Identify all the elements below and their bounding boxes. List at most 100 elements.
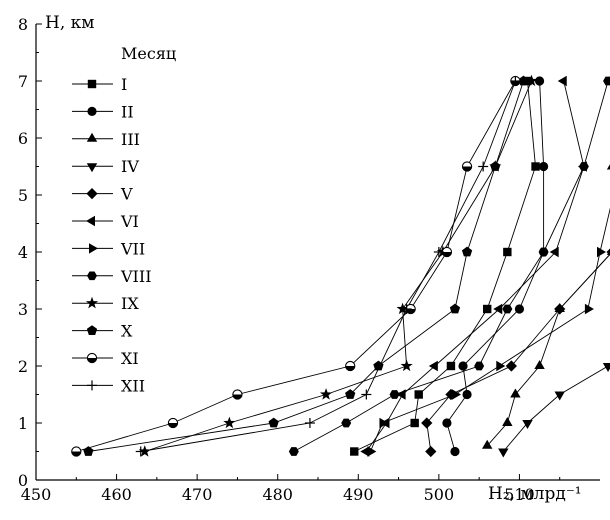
point-XI-2 [232, 389, 243, 400]
point-I-3 [446, 361, 456, 371]
y-tick-label: 6 [18, 129, 28, 148]
legend-marker-VII [89, 243, 98, 254]
point-I-1 [410, 418, 419, 428]
x-axis-label: H₂, млрд⁻¹ [488, 484, 582, 504]
point-IX-0 [138, 445, 151, 457]
point-VI-4 [493, 303, 503, 315]
legend-label-I: I [121, 75, 127, 94]
point-IX-2 [319, 388, 333, 400]
legend-marker-III [86, 132, 98, 142]
legend-label-II: II [121, 102, 134, 121]
point-VII-1 [379, 417, 389, 429]
point-IX-4 [396, 302, 409, 315]
legend-item-VI: VI [72, 212, 139, 231]
legend-label-XI: XI [121, 349, 139, 368]
legend-item-I: I [72, 75, 127, 94]
y-tick-label: 7 [18, 72, 28, 91]
point-VII-0 [367, 446, 377, 457]
legend-label-IV: IV [121, 157, 139, 176]
y-tick-label: 0 [18, 471, 28, 490]
point-X-1 [268, 417, 279, 428]
legend-item-VIII: VIII [72, 267, 152, 286]
series-line-VI [365, 80, 585, 452]
series-line-IX [144, 80, 532, 452]
point-II-1 [442, 418, 452, 428]
x-tick-label: 510 [504, 485, 535, 504]
point-V-5 [606, 248, 610, 256]
point-XII-2 [361, 389, 372, 400]
point-XI-6 [461, 161, 473, 172]
point-VI-5 [549, 246, 559, 258]
series-line-XI [76, 80, 516, 452]
series-line-II [446, 80, 545, 452]
legend-item-VII: VII [72, 239, 145, 258]
y-axis-label: H, км [45, 13, 94, 33]
legend-label-VI: VI [120, 212, 139, 231]
point-V-4 [554, 303, 566, 315]
point-XII-5 [478, 161, 489, 172]
legend-item-X: X [72, 322, 133, 341]
point-V-3 [505, 360, 517, 372]
legend-item-IX: IX [72, 294, 139, 313]
point-I-6 [531, 162, 540, 171]
point-VIII-3 [474, 361, 485, 371]
point-VIII-2 [389, 390, 400, 399]
x-tick-label: 480 [262, 485, 293, 504]
series-line-V [426, 253, 610, 452]
point-XII-1 [304, 418, 315, 428]
legend-marker-IV [86, 163, 98, 173]
point-VI-7 [557, 75, 567, 87]
x-tick-label: 460 [101, 485, 132, 504]
y-tick-label: 4 [18, 243, 28, 262]
legend-label-X: X [121, 322, 133, 341]
legend-marker-IX [85, 296, 99, 309]
point-I-5 [503, 247, 512, 257]
point-VIII-7 [603, 76, 610, 86]
y-tick-label: 3 [18, 300, 28, 319]
series-line-VIII [293, 80, 609, 452]
y-tick-label: 8 [18, 15, 28, 34]
legend-marker-V [86, 188, 98, 200]
point-III-2 [510, 388, 521, 398]
legend-marker-II [87, 106, 97, 116]
point-XII-4 [433, 247, 444, 257]
series-line-IV [502, 363, 610, 452]
point-VII-3 [496, 360, 506, 372]
legend-marker-VIII [87, 271, 97, 281]
point-IV-2 [554, 391, 565, 401]
series-markers [71, 74, 610, 458]
point-V-0 [425, 445, 437, 458]
point-IV-0 [498, 448, 509, 458]
legend-marker-I [87, 79, 97, 89]
legend-item-III: III [72, 130, 140, 149]
series-line-VII [369, 207, 610, 452]
point-VIII-6 [578, 162, 589, 171]
point-VII-5 [597, 246, 606, 258]
point-X-7 [518, 75, 529, 86]
point-I-4 [483, 304, 492, 314]
point-X-4 [449, 303, 461, 314]
legend-marker-X [86, 325, 98, 335]
legend-item-XI: XI [72, 349, 139, 368]
legend-label-IX: IX [121, 294, 139, 313]
point-VIII-0 [288, 447, 299, 456]
point-II-0 [450, 446, 460, 457]
point-III-0 [482, 439, 493, 449]
x-tick-label: 490 [343, 485, 374, 504]
point-IX-7 [525, 74, 538, 87]
point-X-5 [461, 246, 473, 257]
point-VIII-5 [538, 247, 549, 257]
legend-item-XII: XII [72, 376, 145, 395]
point-IV-3 [602, 363, 610, 372]
point-X-0 [83, 446, 94, 456]
point-XII-0 [135, 446, 146, 457]
legend-title: Месяц [121, 44, 176, 63]
point-VIII-1 [341, 418, 352, 428]
point-XI-0 [71, 446, 82, 457]
point-X-6 [490, 161, 501, 171]
legend-marker-VI [86, 215, 95, 227]
point-IX-1 [223, 416, 236, 429]
point-III-3 [534, 360, 545, 369]
point-II-3 [458, 361, 468, 371]
